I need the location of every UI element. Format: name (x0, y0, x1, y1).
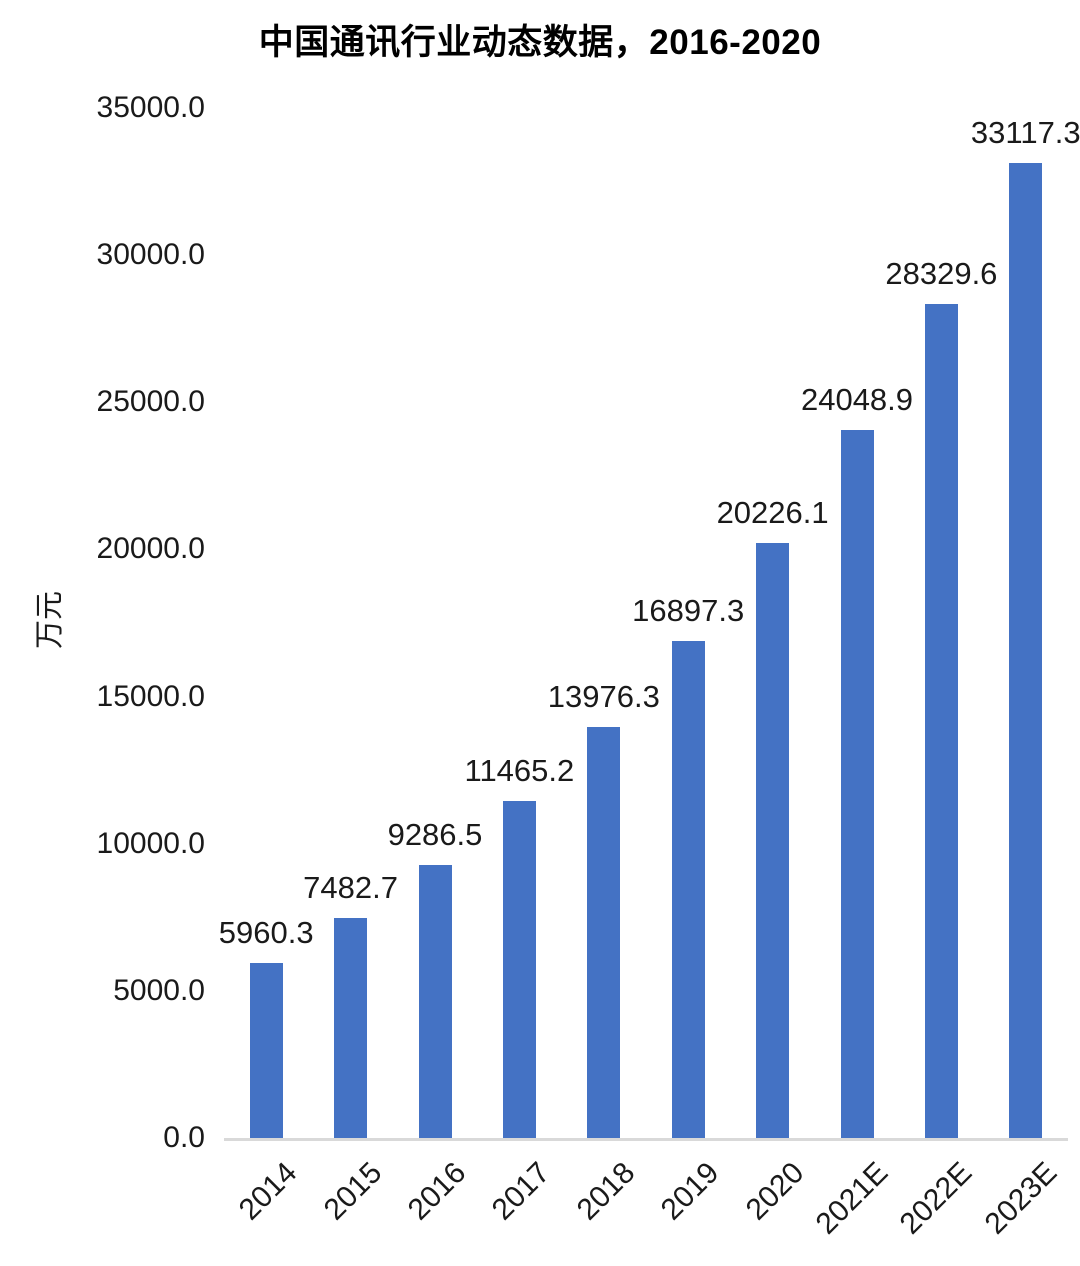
x-axis-tick-label: 2018 (570, 1156, 642, 1227)
y-axis-tick-label: 30000.0 (96, 238, 205, 272)
bar-value-label: 11465.2 (464, 752, 575, 788)
bar-value-label: 9286.5 (387, 816, 483, 852)
bar-2018 (587, 726, 621, 1138)
bar-value-label: 20226.1 (716, 494, 829, 530)
y-axis-title-text: 万元 (34, 590, 66, 650)
bar-value-label: 24048.9 (800, 382, 914, 418)
x-axis-tick-label: 2022E (894, 1156, 979, 1241)
x-axis-tick-label: 2014 (232, 1156, 304, 1227)
x-axis-tick-label: 2017 (486, 1156, 557, 1227)
bar-2016 (418, 864, 452, 1138)
bar-value-label: 13976.3 (547, 678, 660, 714)
chart-title: 中国通讯行业动态数据，2016-2020 (258, 23, 822, 62)
y-axis-tick-label: 0.0 (163, 1121, 205, 1154)
bar-value-label: 16897.3 (632, 592, 745, 628)
y-axis-tick-label: 20000.0 (96, 532, 205, 566)
x-axis-tick-label: 2015 (317, 1156, 388, 1227)
x-axis-tick-label: 2020 (739, 1156, 810, 1227)
y-axis-tick-label: 15000.0 (96, 679, 205, 713)
bar-2020 (756, 542, 790, 1138)
x-axis-line (224, 1138, 1068, 1141)
bar-2019 (671, 640, 705, 1138)
x-axis-tick-label: 2023E (978, 1156, 1064, 1241)
bar-value-label: 7482.7 (303, 869, 398, 905)
x-axis-tick-label: 2016 (401, 1156, 473, 1227)
y-axis-tick-label: 5000.0 (113, 973, 205, 1007)
x-axis-tick-label: 2021E (809, 1156, 895, 1241)
bar-value-label: 28329.6 (885, 256, 998, 292)
y-axis-tick-label: 35000.0 (96, 91, 205, 124)
bar-2021E (840, 430, 874, 1138)
bar-2017 (502, 800, 536, 1138)
y-axis-tick-label: 25000.0 (96, 385, 205, 419)
y-axis-tick-label: 10000.0 (96, 826, 205, 860)
bar-2022E (924, 304, 958, 1138)
bar-2014 (249, 962, 283, 1138)
bar-value-label: 33117.3 (970, 115, 1080, 151)
bar-2023E (1009, 163, 1043, 1138)
bar-value-label: 5960.3 (218, 914, 314, 950)
bar-2015 (334, 917, 368, 1138)
x-axis-tick-label: 2019 (654, 1156, 726, 1227)
